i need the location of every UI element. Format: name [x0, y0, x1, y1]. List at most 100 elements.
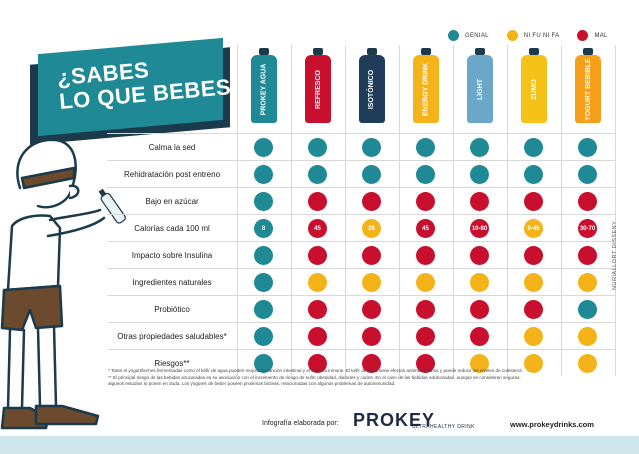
- row-label: Riesgos**: [154, 359, 190, 368]
- rating-dot: [254, 192, 273, 211]
- rating-dot: [416, 300, 435, 319]
- legend-item: NI FU NI FA: [506, 30, 560, 41]
- rating-dot: [308, 273, 327, 292]
- floor-band: [0, 436, 639, 454]
- rating-dot: [578, 192, 597, 211]
- drink-header: ZUMO: [521, 48, 547, 123]
- drink-header: YOGURT BEBIBLE: [575, 48, 601, 123]
- rating-dot: [416, 192, 435, 211]
- table-row: Bajo en azúcar: [107, 187, 615, 215]
- table-row: Impacto sobre Insulina: [107, 241, 615, 269]
- rating-dot: [254, 354, 273, 373]
- drink-header: ENERGY DRINK: [413, 48, 439, 123]
- grid-column-line: [291, 45, 292, 376]
- rating-dot: [308, 246, 327, 265]
- runner-illustration: [0, 138, 126, 430]
- rating-dot: [308, 165, 327, 184]
- credit-text: Infografía elaborada por:: [262, 420, 339, 427]
- bottle-cap-icon: [421, 48, 431, 55]
- rating-dot: [254, 138, 273, 157]
- rating-dot: [362, 354, 381, 373]
- legend: GENIAL NI FU NI FA MAL: [448, 30, 608, 41]
- rating-dot: [416, 138, 435, 157]
- rating-dot: [362, 138, 381, 157]
- rating-dot: [416, 165, 435, 184]
- rating-dot: 10-80: [470, 219, 489, 238]
- rating-dot: [524, 354, 543, 373]
- drink-label: ENERGY DRINK: [422, 62, 430, 116]
- rating-dot: [362, 192, 381, 211]
- rating-dot: [254, 273, 273, 292]
- rating-dot: [470, 246, 489, 265]
- drink-label: PROKEY AGUA: [260, 63, 268, 115]
- rating-dot: [254, 165, 273, 184]
- bottle-cap-icon: [529, 48, 539, 55]
- grid-column-line: [399, 45, 400, 376]
- grid-column-line: [453, 45, 454, 376]
- bottle-cap-icon: [475, 48, 485, 55]
- table-row: Otras propiedades saludables*: [107, 322, 615, 350]
- footnote-3: algunos estudios lo ponen en duda. Los y…: [108, 381, 396, 387]
- table-row: Riesgos**: [107, 349, 615, 377]
- rating-dot: [308, 300, 327, 319]
- table-row: Ingredientes naturales: [107, 268, 615, 296]
- rating-dot: [470, 192, 489, 211]
- prokey-logo: PROKEY: [353, 410, 436, 430]
- rating-dot: [524, 327, 543, 346]
- row-label: Calma la sed: [148, 143, 196, 152]
- rating-dot: [362, 165, 381, 184]
- grid-column-line: [507, 45, 508, 376]
- table-row: Rehidratación post entreno: [107, 160, 615, 188]
- drink-label: ISOTÓNICO: [368, 69, 376, 109]
- rating-dot: [470, 300, 489, 319]
- grid-column-line: [561, 45, 562, 376]
- rating-dot: 0-45: [524, 219, 543, 238]
- drink-header: LIGHT: [467, 48, 493, 123]
- rating-dot: [470, 165, 489, 184]
- rating-dot: [308, 354, 327, 373]
- footnote-1: * Tanto el yogurt/leches fermentadas com…: [108, 368, 523, 373]
- rating-dot: [416, 327, 435, 346]
- rating-dot: 26: [362, 219, 381, 238]
- website-link[interactable]: www.prokeydrinks.com: [510, 420, 594, 429]
- footnotes: * Tanto el yogurt/leches fermentadas com…: [108, 368, 628, 388]
- drink-label: ZUMO: [530, 78, 538, 100]
- rating-dot: 8: [254, 219, 273, 238]
- rating-dot: [470, 327, 489, 346]
- bottle-cap-icon: [367, 48, 377, 55]
- rating-dot: [578, 138, 597, 157]
- comparison-table: PROKEY AGUA REFRESCO ISOTÓNICO ENERGY DRINK…: [107, 45, 616, 377]
- rating-dot: [308, 138, 327, 157]
- footnote-2: ** El principal riesgo de las bebidas az…: [108, 374, 521, 380]
- rating-dot: [362, 300, 381, 319]
- rating-dot: 45: [308, 219, 327, 238]
- rating-dot: [416, 246, 435, 265]
- rating-dot: [362, 246, 381, 265]
- rating-dot: [470, 354, 489, 373]
- rating-dot: [524, 138, 543, 157]
- rating-dot: [470, 138, 489, 157]
- legend-dot: [577, 30, 589, 41]
- rating-dot: 30-70: [578, 219, 597, 238]
- drink-label: LIGHT: [476, 78, 484, 100]
- rating-dot: [578, 354, 597, 373]
- row-label: Impacto sobre Insulina: [131, 251, 213, 260]
- drink-header: REFRESCO: [305, 48, 331, 123]
- rating-dot: [362, 327, 381, 346]
- grid-column-line: [237, 45, 238, 376]
- rating-dot: [578, 165, 597, 184]
- rating-dot: [524, 165, 543, 184]
- row-label: Otras propiedades saludables*: [117, 332, 227, 341]
- legend-item: GENIAL: [448, 30, 489, 41]
- drink-label: REFRESCO: [314, 69, 322, 109]
- rating-dot: [524, 246, 543, 265]
- rating-dot: [524, 192, 543, 211]
- drink-label: YOGURT BEBIBLE: [584, 57, 592, 121]
- rating-dot: [578, 327, 597, 346]
- row-label: Bajo en azúcar: [145, 197, 199, 206]
- grid-column-line: [345, 45, 346, 376]
- rating-dot: [578, 246, 597, 265]
- rating-dot: [524, 300, 543, 319]
- legend-dot: [448, 30, 459, 41]
- legend-item: MAL: [577, 30, 607, 41]
